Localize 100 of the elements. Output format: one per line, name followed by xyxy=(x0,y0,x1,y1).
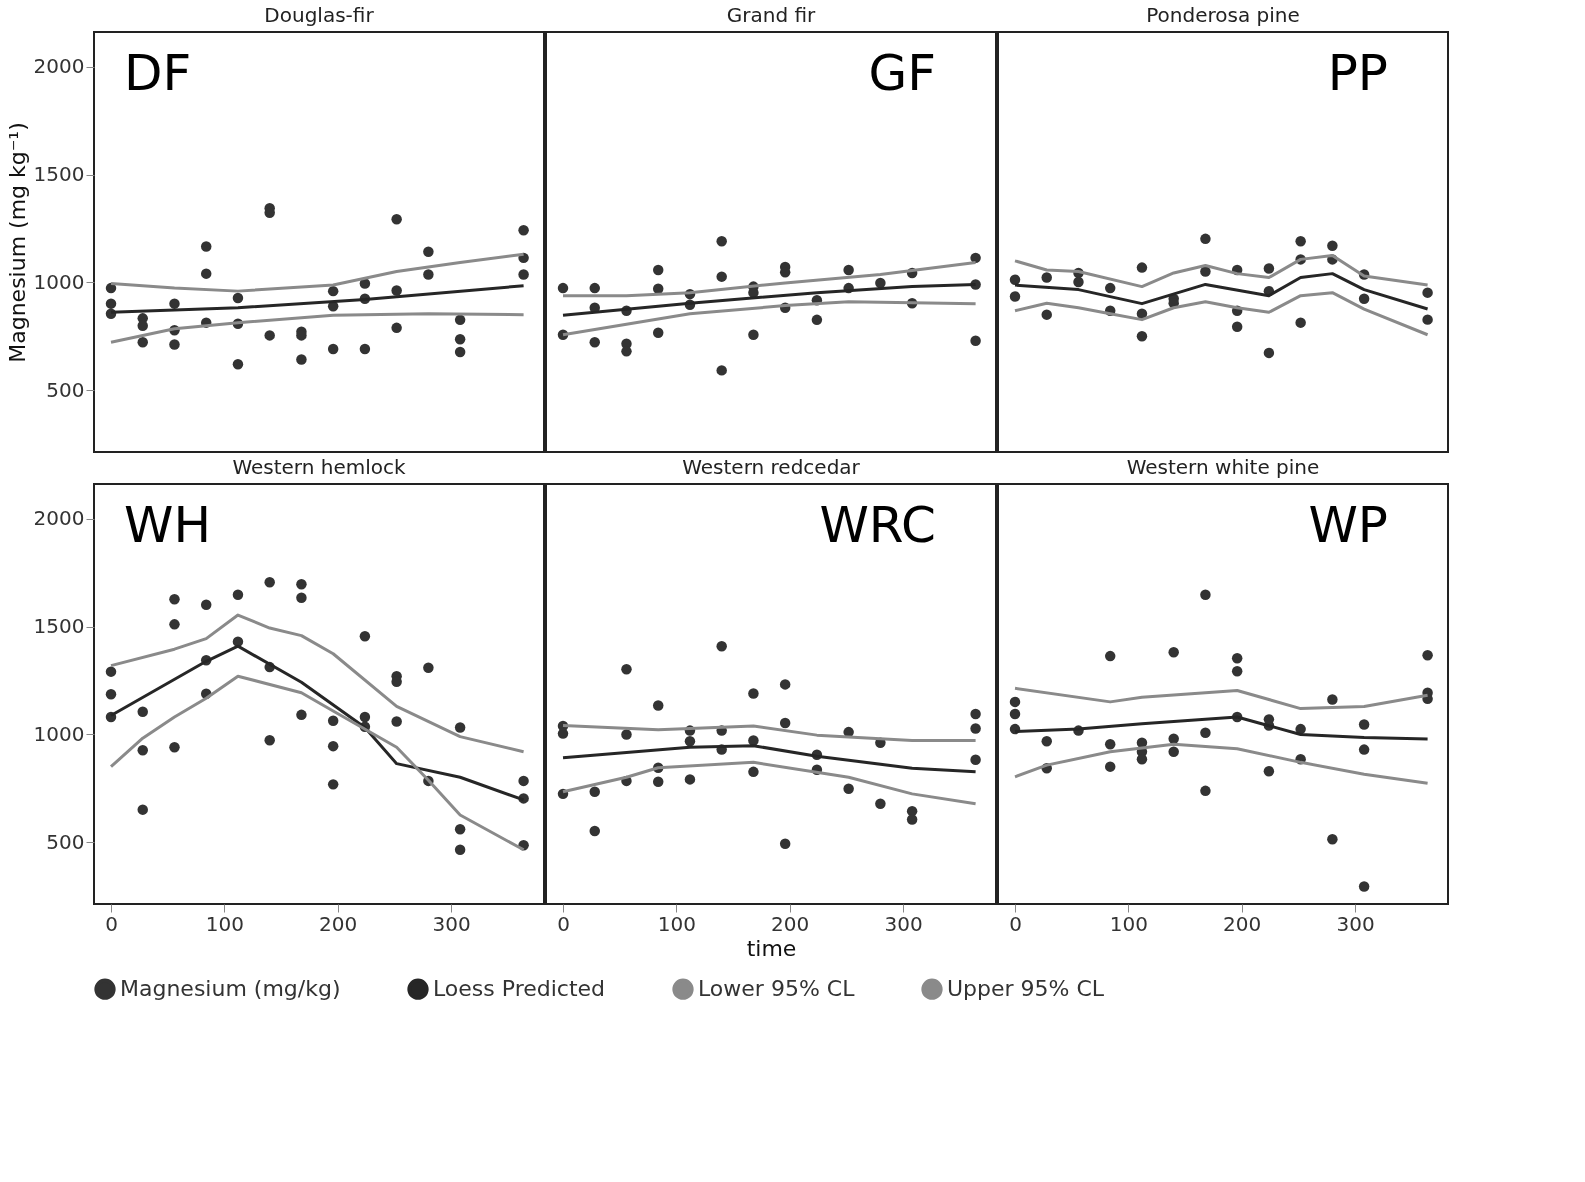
point xyxy=(1200,727,1211,738)
point xyxy=(716,640,727,652)
point xyxy=(1263,347,1275,359)
point xyxy=(1041,309,1052,320)
point xyxy=(557,728,569,739)
point xyxy=(1231,653,1243,664)
annotation: WH xyxy=(124,496,212,554)
legend-label: Magnesium (mg/kg) xyxy=(120,976,341,1002)
point xyxy=(454,314,466,326)
point xyxy=(970,754,981,765)
point xyxy=(843,264,854,276)
annotation: GF xyxy=(868,44,936,102)
point xyxy=(137,706,148,718)
y-tick-label: 1500 xyxy=(33,162,85,187)
chart-title: Western hemlock xyxy=(232,455,407,479)
point xyxy=(1041,735,1052,747)
point xyxy=(684,735,696,747)
point xyxy=(359,711,371,723)
point xyxy=(716,365,727,376)
point xyxy=(232,359,244,370)
point xyxy=(906,805,918,817)
point xyxy=(1136,331,1148,342)
point xyxy=(137,337,148,348)
point xyxy=(296,592,307,604)
annotation: PP xyxy=(1327,44,1388,102)
point xyxy=(137,745,148,756)
x-tick-label: 100 xyxy=(657,911,696,936)
point xyxy=(1200,233,1211,245)
point xyxy=(557,282,569,294)
point xyxy=(875,798,886,810)
point xyxy=(1358,293,1370,304)
point xyxy=(1231,321,1243,332)
point xyxy=(359,343,371,355)
chart-title: Grand fir xyxy=(726,3,817,27)
point xyxy=(589,337,600,348)
point xyxy=(1009,708,1021,720)
x-tick-label: 100 xyxy=(1109,911,1148,936)
x-tick-label: 200 xyxy=(1223,911,1262,936)
point xyxy=(1168,746,1179,757)
point xyxy=(200,599,212,610)
point xyxy=(200,268,212,279)
point xyxy=(1358,719,1370,730)
line-series xyxy=(109,312,526,344)
point xyxy=(1009,291,1021,302)
point xyxy=(1200,589,1211,601)
y-tick-label: 500 xyxy=(46,377,85,402)
point xyxy=(518,225,529,236)
y-tick-label: 1000 xyxy=(33,721,85,746)
point xyxy=(232,636,244,647)
point xyxy=(391,285,402,296)
point xyxy=(716,236,727,247)
point xyxy=(423,246,434,258)
point xyxy=(779,679,791,690)
point xyxy=(391,322,402,334)
point xyxy=(621,664,632,675)
point xyxy=(200,241,212,252)
point xyxy=(1231,665,1243,677)
x-tick-label: 0 xyxy=(105,911,118,936)
point xyxy=(1136,262,1148,273)
point xyxy=(589,825,600,837)
point xyxy=(327,715,339,726)
point xyxy=(684,774,696,785)
point xyxy=(875,277,886,289)
point xyxy=(1422,314,1433,325)
y-tick-label: 1000 xyxy=(33,269,85,294)
chart-title: Ponderosa pine xyxy=(1146,3,1300,27)
point xyxy=(264,735,275,746)
point xyxy=(589,282,600,294)
y-tick-label: 1500 xyxy=(33,614,85,639)
point xyxy=(748,688,759,699)
x-tick-label: 300 xyxy=(432,911,471,936)
point xyxy=(454,844,466,856)
point xyxy=(811,314,823,326)
point xyxy=(970,723,981,734)
x-tick-label: 200 xyxy=(319,911,358,936)
point xyxy=(327,740,339,752)
point xyxy=(843,783,854,794)
y-axis-title: Magnesium (mg kg⁻¹) xyxy=(4,122,30,363)
point xyxy=(1327,694,1338,705)
point xyxy=(454,346,466,358)
point xyxy=(1168,646,1179,658)
point xyxy=(264,577,275,588)
point xyxy=(779,717,791,729)
y-tick-label: 500 xyxy=(46,829,85,854)
x-tick-label: 200 xyxy=(771,911,810,936)
point xyxy=(1009,696,1021,708)
point xyxy=(748,735,759,746)
point xyxy=(1073,276,1084,288)
x-tick-label: 0 xyxy=(557,911,570,936)
point xyxy=(1104,738,1116,750)
x-tick-label: 0 xyxy=(1009,911,1022,936)
point xyxy=(137,804,148,815)
point xyxy=(1295,317,1306,328)
point xyxy=(1422,650,1433,661)
legend-label: Upper 95% CL xyxy=(947,976,1105,1002)
x-tick-label: 300 xyxy=(884,911,923,936)
point xyxy=(169,298,180,309)
point xyxy=(391,213,402,225)
point xyxy=(1200,785,1211,797)
x-tick-label: 300 xyxy=(1336,911,1375,936)
